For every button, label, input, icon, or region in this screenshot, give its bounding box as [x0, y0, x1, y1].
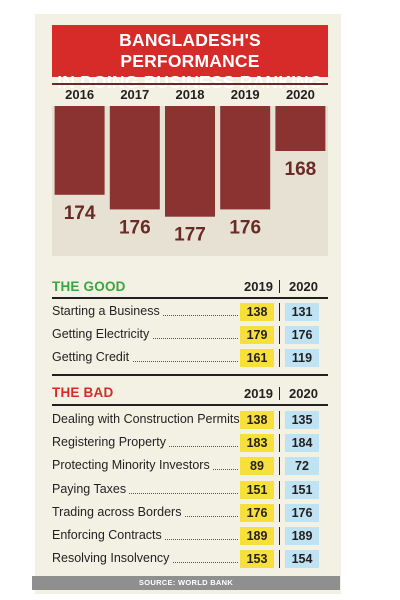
- year-axis-rule: [52, 83, 328, 85]
- bad-row: Paying Taxes 151 151: [52, 480, 328, 500]
- rank-2020: 176: [285, 503, 319, 522]
- good-header-2020: 2020: [289, 279, 318, 294]
- column-separator: [279, 503, 280, 522]
- bar: [275, 106, 326, 151]
- indicator-name: Starting a Business: [52, 304, 163, 318]
- column-separator: [279, 527, 280, 545]
- column-separator: [279, 349, 280, 367]
- indicator-name: Dealing with Construction Permits: [52, 412, 243, 426]
- rank-2019: 138: [240, 411, 274, 429]
- column-separator: [279, 326, 280, 344]
- rank-2019: 176: [240, 503, 274, 522]
- rank-2020: 184: [285, 434, 319, 453]
- column-separator: [279, 457, 280, 476]
- bad-row: Registering Property 183 184: [52, 433, 328, 453]
- bar-value-label: 177: [174, 225, 206, 246]
- indicator-name: Protecting Minority Investors: [52, 458, 213, 473]
- rank-2019: 179: [240, 326, 274, 344]
- leader-dots: [52, 361, 238, 362]
- rank-2020: 151: [285, 480, 319, 499]
- bad-row: Trading across Borders 176 176: [52, 503, 328, 523]
- year-tick-label: 2017: [120, 87, 149, 102]
- bad-row: Dealing with Construction Permits 138 135: [52, 410, 328, 430]
- good-row: Getting Credit 161 119: [52, 348, 328, 368]
- title-line-1: BANGLADESH'S PERFORMANCE: [119, 30, 261, 71]
- rank-2019: 189: [240, 527, 274, 545]
- rank-2020: 189: [285, 527, 319, 545]
- column-separator: [279, 434, 280, 453]
- bar: [220, 106, 271, 210]
- column-separator: [279, 480, 280, 499]
- year-tick-label: 2018: [176, 87, 205, 102]
- bad-row: Resolving Insolvency 153 154: [52, 549, 328, 569]
- rank-2020: 131: [285, 303, 319, 321]
- column-separator: [279, 303, 280, 321]
- source-credit: SOURCE: WORLD BANK: [32, 576, 340, 590]
- rank-2019: 89: [240, 457, 274, 476]
- bad-header-2019: 2019: [244, 386, 273, 401]
- year-tick-label: 2016: [65, 87, 94, 102]
- column-separator: [279, 550, 280, 569]
- bar: [109, 106, 160, 210]
- indicator-name: Trading across Borders: [52, 504, 185, 519]
- rank-2020: 72: [285, 457, 319, 476]
- indicator-name: Registering Property: [52, 435, 169, 450]
- bar: [54, 106, 105, 195]
- bar-value-label: 174: [64, 203, 96, 224]
- rank-2019: 161: [240, 349, 274, 367]
- good-row: Getting Electricity 179 176: [52, 325, 328, 345]
- indicator-name: Getting Credit: [52, 350, 133, 364]
- year-tick-label: 2019: [231, 87, 260, 102]
- indicator-name: Enforcing Contracts: [52, 528, 165, 542]
- indicator-name: Resolving Insolvency: [52, 551, 173, 566]
- good-row: Starting a Business 138 131: [52, 302, 328, 322]
- bad-section-label: THE BAD: [52, 385, 114, 400]
- bad-row: Protecting Minority Investors 89 72: [52, 456, 328, 476]
- rank-2019: 151: [240, 480, 274, 499]
- bad-header-2020: 2020: [289, 386, 318, 401]
- ranking-bar-chart: 2016 174 2017 176 2018 177 2019 176 2020 168: [54, 87, 326, 246]
- bad-row: Enforcing Contracts 189 189: [52, 526, 328, 546]
- good-section-rule: [52, 297, 328, 299]
- bar: [165, 106, 215, 217]
- year-tick-label: 2020: [286, 87, 315, 102]
- leader-dots: [52, 492, 238, 494]
- bad-header-separator: [279, 387, 280, 400]
- rank-2020: 176: [285, 326, 319, 344]
- indicator-name: Getting Electricity: [52, 327, 153, 341]
- bar-value-label: 176: [119, 217, 151, 238]
- indicator-name: Paying Taxes: [52, 481, 130, 496]
- bar-value-label: 168: [285, 159, 317, 180]
- rank-2019: 138: [240, 303, 274, 321]
- chart-title: BANGLADESH'S PERFORMANCE IN DOING BUSINE…: [52, 25, 328, 92]
- rank-2020: 119: [285, 349, 319, 367]
- bad-section-top-rule: [52, 374, 328, 376]
- rank-2019: 183: [240, 434, 274, 453]
- good-header-separator: [279, 280, 280, 293]
- rank-2019: 153: [240, 550, 274, 569]
- rank-2020: 135: [285, 411, 319, 429]
- rank-2020: 154: [285, 550, 319, 569]
- good-section-label: THE GOOD: [52, 279, 126, 294]
- bar-value-label: 176: [229, 217, 261, 238]
- good-header-2019: 2019: [244, 279, 273, 294]
- bad-section-rule: [52, 404, 328, 406]
- title-line-2: IN DOING BUSINESS RANKING: [57, 72, 323, 92]
- column-separator: [279, 411, 280, 429]
